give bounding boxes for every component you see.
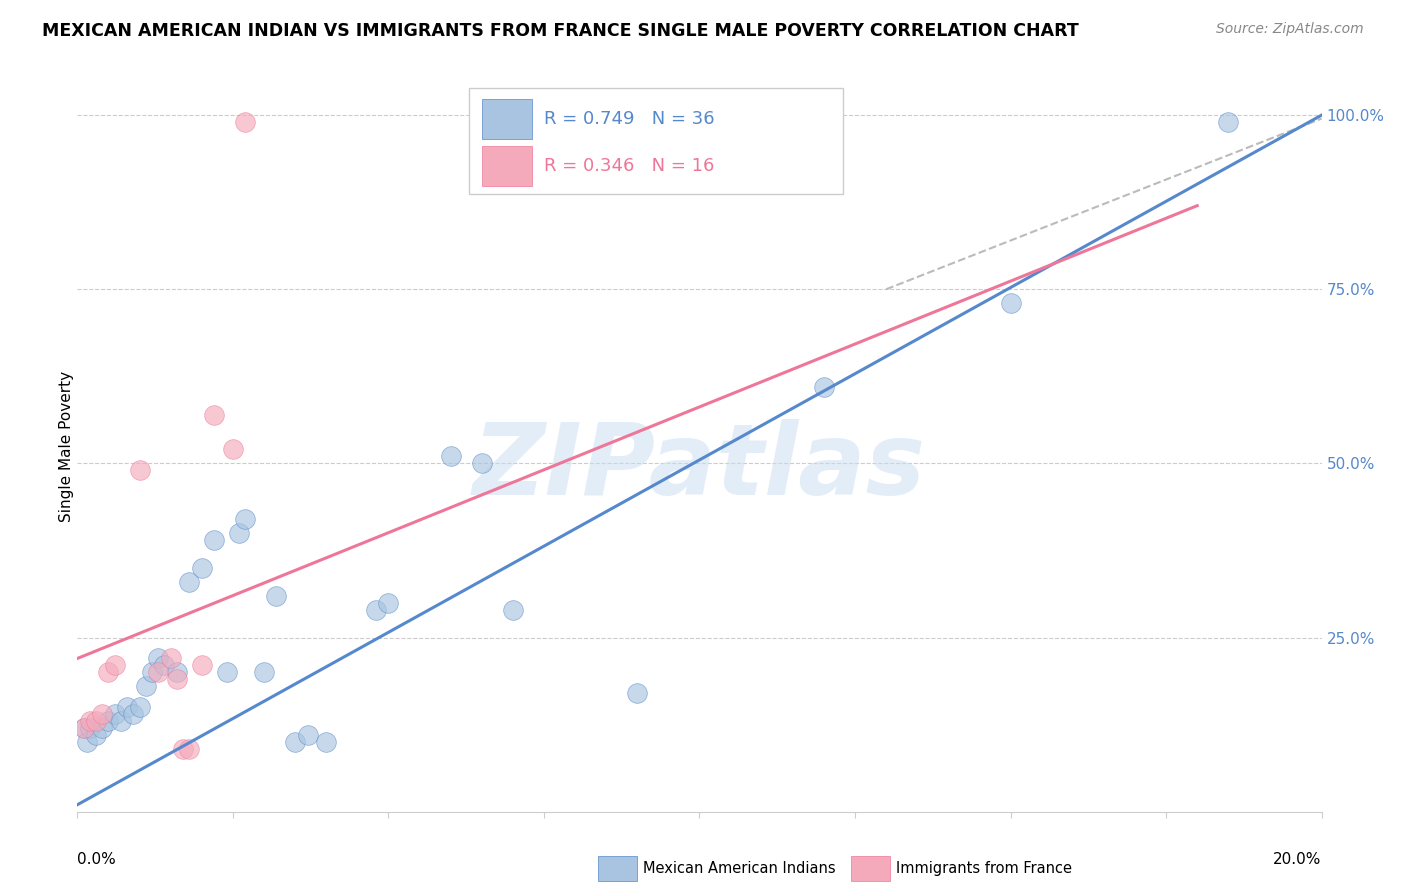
Point bbox=[79, 714, 101, 728]
Point bbox=[104, 658, 127, 673]
Point bbox=[440, 450, 463, 464]
Text: Immigrants from France: Immigrants from France bbox=[896, 862, 1071, 876]
Point bbox=[215, 665, 238, 680]
Point bbox=[315, 735, 337, 749]
Text: ZIPatlas: ZIPatlas bbox=[472, 419, 927, 516]
Point bbox=[84, 728, 107, 742]
Point bbox=[148, 665, 170, 680]
Point bbox=[104, 707, 127, 722]
Point bbox=[297, 728, 319, 742]
Point bbox=[76, 735, 98, 749]
Point bbox=[128, 700, 150, 714]
Point bbox=[153, 658, 176, 673]
Point bbox=[91, 707, 114, 722]
Text: Mexican American Indians: Mexican American Indians bbox=[643, 862, 835, 876]
Point bbox=[97, 665, 120, 680]
Point bbox=[115, 700, 138, 714]
Point bbox=[202, 533, 225, 547]
Bar bbox=[482, 146, 531, 186]
Point bbox=[72, 721, 94, 735]
Point bbox=[1000, 296, 1022, 310]
Point bbox=[228, 526, 250, 541]
Point bbox=[84, 714, 107, 728]
Point bbox=[253, 665, 276, 680]
Point bbox=[471, 457, 494, 471]
Point bbox=[502, 603, 524, 617]
Bar bbox=[482, 99, 531, 139]
Text: 0.0%: 0.0% bbox=[77, 852, 117, 867]
Point bbox=[172, 742, 194, 756]
Point bbox=[135, 679, 157, 693]
Point bbox=[128, 463, 150, 477]
Point bbox=[191, 658, 214, 673]
Point bbox=[141, 665, 163, 680]
Point bbox=[813, 380, 835, 394]
Point bbox=[159, 651, 181, 665]
Point bbox=[72, 721, 94, 735]
Point bbox=[97, 714, 120, 728]
Point bbox=[222, 442, 245, 457]
Point bbox=[233, 512, 256, 526]
Point bbox=[233, 115, 256, 129]
Point bbox=[191, 561, 214, 575]
Point bbox=[266, 589, 288, 603]
FancyBboxPatch shape bbox=[470, 87, 842, 194]
Point bbox=[202, 408, 225, 422]
Point bbox=[1218, 115, 1240, 129]
Point bbox=[166, 673, 188, 687]
Point bbox=[166, 665, 188, 680]
Text: MEXICAN AMERICAN INDIAN VS IMMIGRANTS FROM FRANCE SINGLE MALE POVERTY CORRELATIO: MEXICAN AMERICAN INDIAN VS IMMIGRANTS FR… bbox=[42, 22, 1078, 40]
Point bbox=[179, 742, 201, 756]
Point bbox=[91, 721, 114, 735]
Point bbox=[377, 596, 399, 610]
Point bbox=[284, 735, 307, 749]
Point bbox=[364, 603, 387, 617]
Point bbox=[122, 707, 145, 722]
Text: 20.0%: 20.0% bbox=[1274, 852, 1322, 867]
Text: Source: ZipAtlas.com: Source: ZipAtlas.com bbox=[1216, 22, 1364, 37]
Y-axis label: Single Male Poverty: Single Male Poverty bbox=[59, 370, 73, 522]
Point bbox=[79, 721, 101, 735]
Point bbox=[148, 651, 170, 665]
Point bbox=[626, 686, 648, 700]
Point bbox=[110, 714, 132, 728]
Text: R = 0.749   N = 36: R = 0.749 N = 36 bbox=[544, 110, 714, 128]
Point bbox=[179, 574, 201, 589]
Text: R = 0.346   N = 16: R = 0.346 N = 16 bbox=[544, 157, 714, 175]
